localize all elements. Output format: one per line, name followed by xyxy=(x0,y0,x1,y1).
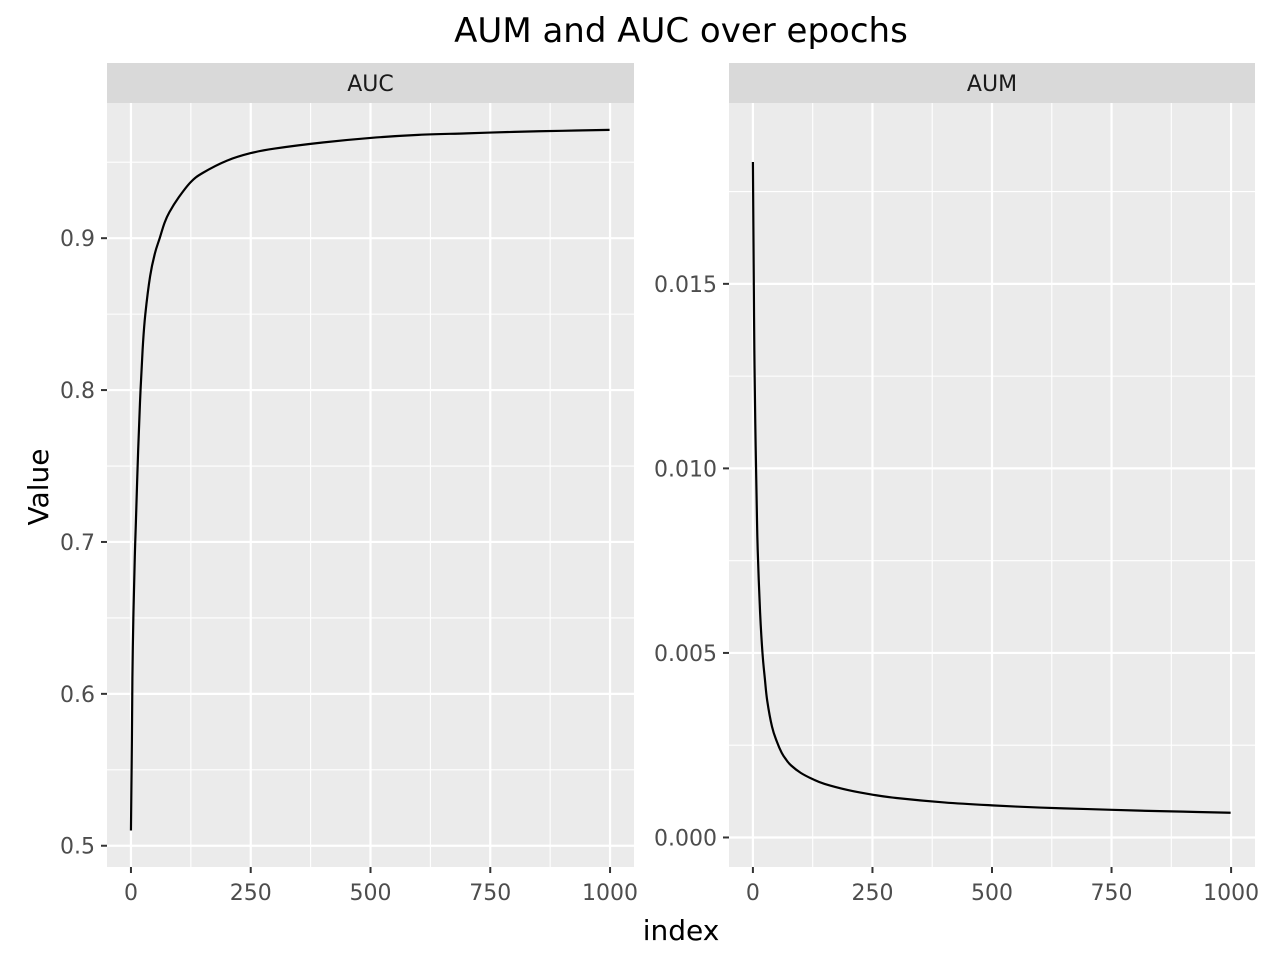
x-tick-label-aum-0: 0 xyxy=(746,881,760,906)
chart-title: AUM and AUC over epochs xyxy=(454,11,908,51)
y-tick-label-aum-0: 0.000 xyxy=(654,826,717,851)
y-tick-label-aum-1: 0.005 xyxy=(654,642,717,667)
x-tick-label-auc-0: 0 xyxy=(124,881,138,906)
strip-label-aum: AUM xyxy=(967,72,1017,97)
y-tick-label-auc-1: 0.6 xyxy=(60,683,95,708)
strip-auc xyxy=(107,63,634,103)
x-axis-title: index xyxy=(643,914,720,947)
facet-auc: AUC 0 250 500 750 1000 0.5 0.6 0.7 0.8 0.9 xyxy=(60,63,638,906)
y-tick-label-auc-0: 0.5 xyxy=(60,835,95,860)
y-tick-label-aum-2: 0.010 xyxy=(654,457,717,482)
x-tick-label-auc-2: 500 xyxy=(350,881,392,906)
x-tick-label-auc-3: 750 xyxy=(469,881,511,906)
series-line-auc-0 xyxy=(129,128,610,831)
x-tick-label-auc-1: 250 xyxy=(230,881,272,906)
strip-aum xyxy=(729,63,1255,103)
y-tick-label-auc-3: 0.8 xyxy=(60,379,95,404)
x-tick-label-auc-4: 1000 xyxy=(582,881,638,906)
strip-label-auc: AUC xyxy=(347,72,394,97)
x-tick-label-aum-1: 250 xyxy=(851,881,893,906)
x-tick-label-aum-2: 500 xyxy=(971,881,1013,906)
y-tick-label-auc-2: 0.7 xyxy=(60,531,95,556)
x-tick-label-aum-3: 750 xyxy=(1091,881,1133,906)
y-tick-label-auc-4: 0.9 xyxy=(60,227,95,252)
facet-aum: AUM 0 250 500 750 1000 0.000 0.005 0.010 0.015 xyxy=(654,63,1259,906)
y-tick-label-aum-3: 0.015 xyxy=(654,273,717,298)
x-tick-label-aum-4: 1000 xyxy=(1203,881,1259,906)
y-axis-title: Value xyxy=(22,449,55,526)
series-line-aum-0 xyxy=(751,162,1231,814)
facet-panels: AUC 0 250 500 750 1000 0.5 0.6 0.7 0.8 0.9 AUM 0 250 5… xyxy=(60,63,1259,906)
